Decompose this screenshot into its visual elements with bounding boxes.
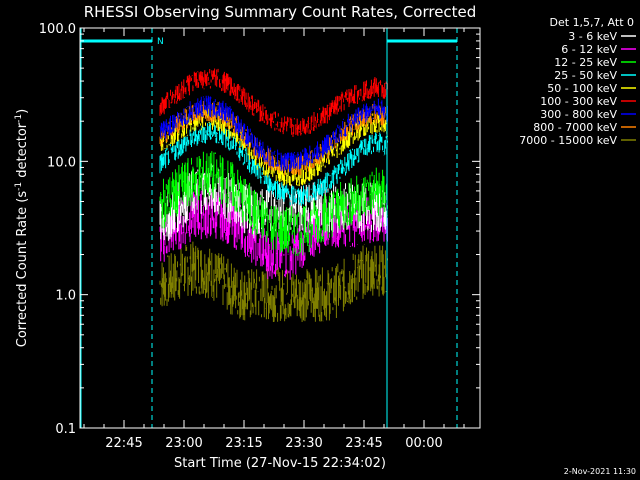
x-tick-label: 23:30 [285,436,322,451]
series-2 [159,151,388,256]
chart-title: RHESSI Observing Summary Count Rates, Co… [84,3,477,21]
legend-entry: 50 - 100 keV [547,82,636,95]
legend-label: 6 - 12 keV [561,43,617,56]
orbit-markers: N [80,28,458,428]
legend-entry: 300 - 800 keV [540,108,636,121]
y-tick-label: 1.0 [55,289,76,304]
series-trace [159,190,388,280]
legend-label: 800 - 7000 keV [533,121,617,134]
series-3 [159,122,388,206]
legend-label: 100 - 300 keV [540,95,617,108]
legend-label: 300 - 800 keV [540,108,617,121]
x-tick-label: 22:45 [105,436,142,451]
series-trace [159,122,388,206]
plot-frame [79,27,481,429]
legend-entry: 12 - 25 keV [554,56,636,69]
series-trace [159,151,388,256]
legend-header: Det 1,5,7, Att 0 [550,16,634,29]
legend-label: 3 - 6 keV [568,30,617,43]
series-layer [159,68,388,322]
legend-entry: 7000 - 15000 keV [519,134,636,147]
footer-date: 2-Nov-2021 11:30 [564,467,636,476]
legend-label: 50 - 100 keV [547,82,617,95]
x-tick-label: 00:00 [405,436,442,451]
series-1 [159,190,388,280]
legend-entry: 3 - 6 keV [568,30,636,43]
y-axis: 100.0 10.0 1.0 0.1 [39,22,480,437]
legend-label: 12 - 25 keV [554,56,617,69]
night-label: N [157,37,164,47]
legend-label: 25 - 50 keV [554,69,617,82]
x-axis: 22:45 23:00 23:15 23:30 23:45 00:00 [83,28,465,451]
x-axis-label: Start Time (27-Nov-15 22:34:02) [174,456,386,471]
series-5 [159,68,388,137]
series-trace [159,241,388,322]
legend-entry: 6 - 12 keV [561,43,636,56]
legend-entry: 100 - 300 keV [540,95,636,108]
x-tick-label: 23:00 [165,436,202,451]
y-axis-label: Corrected Count Rate (s-1 detector-1) [14,109,30,347]
legend-label: 7000 - 15000 keV [519,134,617,147]
y-tick-label: 10.0 [47,155,76,170]
y-tick-label: 0.1 [55,422,76,437]
x-tick-label: 23:15 [225,436,262,451]
legend-entry: 25 - 50 keV [554,69,636,82]
series-trace [159,68,388,137]
legend-entry: 800 - 7000 keV [533,121,636,134]
y-tick-label: 100.0 [39,22,76,37]
series-8 [159,241,388,322]
x-tick-label: 23:45 [345,436,382,451]
